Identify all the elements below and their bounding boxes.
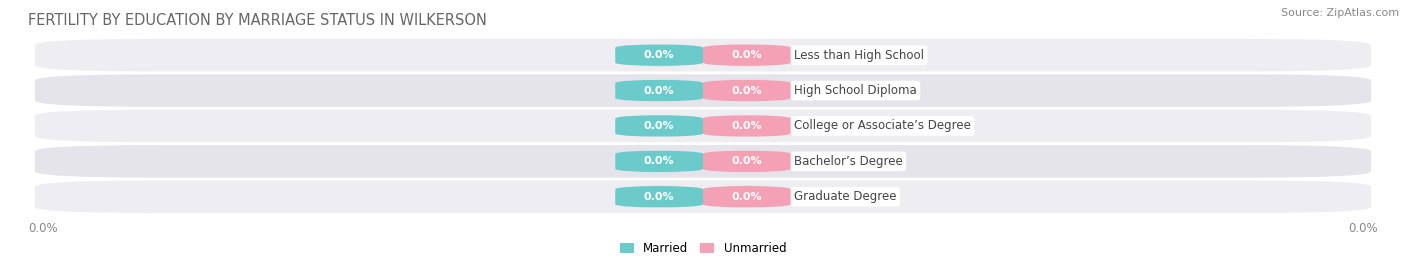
FancyBboxPatch shape [703, 44, 790, 66]
Text: FERTILITY BY EDUCATION BY MARRIAGE STATUS IN WILKERSON: FERTILITY BY EDUCATION BY MARRIAGE STATU… [28, 13, 486, 28]
Text: 0.0%: 0.0% [644, 192, 675, 202]
Text: Graduate Degree: Graduate Degree [794, 190, 897, 203]
Text: Bachelor’s Degree: Bachelor’s Degree [794, 155, 903, 168]
Legend: Married, Unmarried: Married, Unmarried [620, 242, 786, 255]
FancyBboxPatch shape [35, 145, 1371, 178]
FancyBboxPatch shape [616, 80, 703, 102]
FancyBboxPatch shape [35, 39, 1371, 72]
FancyBboxPatch shape [35, 110, 1371, 142]
FancyBboxPatch shape [703, 150, 790, 172]
Text: Less than High School: Less than High School [794, 49, 924, 62]
Text: 0.0%: 0.0% [644, 156, 675, 166]
FancyBboxPatch shape [703, 186, 790, 208]
Text: 0.0%: 0.0% [644, 85, 675, 96]
FancyBboxPatch shape [35, 74, 1371, 107]
FancyBboxPatch shape [616, 186, 703, 208]
FancyBboxPatch shape [616, 44, 703, 66]
Text: College or Associate’s Degree: College or Associate’s Degree [794, 120, 972, 132]
FancyBboxPatch shape [616, 150, 703, 172]
FancyBboxPatch shape [703, 115, 790, 137]
Text: 0.0%: 0.0% [731, 156, 762, 166]
Text: 0.0%: 0.0% [731, 85, 762, 96]
Text: High School Diploma: High School Diploma [794, 84, 917, 97]
Text: 0.0%: 0.0% [731, 50, 762, 60]
Text: 0.0%: 0.0% [1348, 222, 1378, 235]
FancyBboxPatch shape [35, 180, 1371, 213]
Text: 0.0%: 0.0% [731, 121, 762, 131]
Text: Source: ZipAtlas.com: Source: ZipAtlas.com [1281, 8, 1399, 18]
Text: 0.0%: 0.0% [28, 222, 58, 235]
FancyBboxPatch shape [616, 115, 703, 137]
Text: 0.0%: 0.0% [731, 192, 762, 202]
FancyBboxPatch shape [703, 80, 790, 102]
Text: 0.0%: 0.0% [644, 50, 675, 60]
Text: 0.0%: 0.0% [644, 121, 675, 131]
